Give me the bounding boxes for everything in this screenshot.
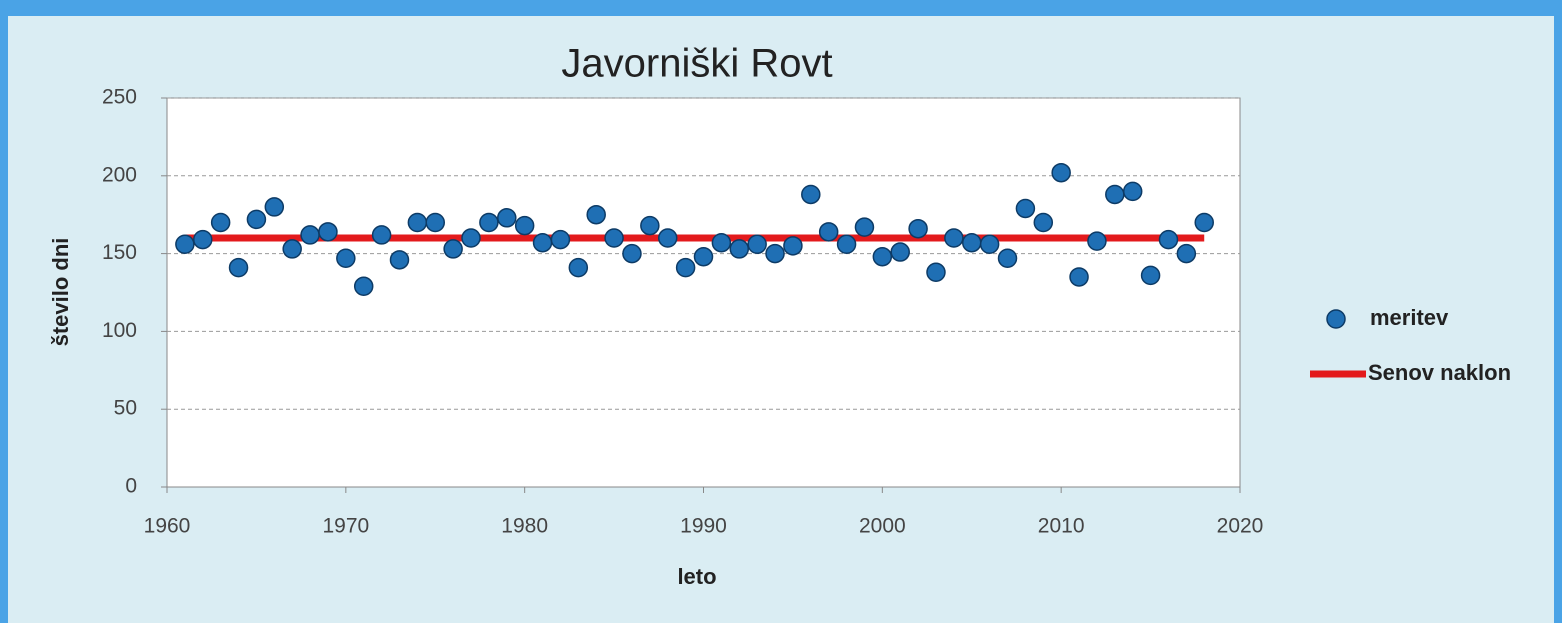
data-point <box>443 239 463 259</box>
data-point <box>711 232 732 253</box>
y-tick-label: 200 <box>102 163 137 186</box>
data-point <box>479 212 499 233</box>
data-point <box>1122 181 1143 202</box>
data-point <box>872 246 893 267</box>
chart-title: Javorniški Rovt <box>561 42 832 86</box>
data-point <box>497 208 517 228</box>
data-point <box>1194 212 1214 233</box>
data-point <box>228 257 249 278</box>
x-tick-label: 1980 <box>501 515 548 538</box>
data-point <box>1176 243 1197 264</box>
data-point <box>425 212 445 233</box>
data-point <box>908 218 928 239</box>
data-point <box>1015 198 1036 219</box>
data-point <box>729 239 750 259</box>
data-point <box>175 234 195 255</box>
data-point <box>264 197 285 217</box>
x-tick-label: 2020 <box>1217 515 1264 538</box>
x-axis-title: leto <box>677 564 716 589</box>
legend-label: Senov naklon <box>1368 360 1511 385</box>
data-point <box>890 242 910 262</box>
data-point <box>818 222 839 242</box>
data-point <box>246 209 267 230</box>
data-point <box>407 212 428 233</box>
data-point <box>765 243 785 264</box>
data-point <box>854 217 875 237</box>
data-point <box>640 215 660 236</box>
plot-area <box>166 97 1241 488</box>
data-point <box>371 225 392 245</box>
data-point <box>604 228 624 248</box>
data-point <box>210 212 231 233</box>
y-tick-label: 0 <box>125 475 137 498</box>
y-tick-label: 100 <box>102 319 137 342</box>
y-tick-label: 50 <box>114 397 137 420</box>
x-tick-label: 2000 <box>859 515 906 538</box>
data-point <box>282 239 302 259</box>
legend-swatch <box>1326 309 1346 329</box>
data-point <box>1033 212 1054 233</box>
data-point <box>962 232 982 253</box>
data-point <box>461 228 481 248</box>
x-tick-label: 1960 <box>144 515 191 538</box>
data-point <box>747 234 767 255</box>
data-point <box>1105 184 1125 205</box>
data-point <box>926 262 946 283</box>
data-point <box>1087 231 1107 251</box>
data-point <box>944 228 964 248</box>
legend-label: meritev <box>1370 305 1449 330</box>
y-tick-label: 150 <box>102 241 137 264</box>
data-point <box>514 215 535 236</box>
data-point <box>586 204 606 225</box>
data-point <box>389 250 410 270</box>
x-tick-label: 1970 <box>322 515 369 538</box>
data-point <box>1158 229 1179 250</box>
data-point <box>622 243 642 264</box>
x-tick-label: 1990 <box>680 515 727 538</box>
data-point <box>1140 265 1161 286</box>
data-point <box>193 229 213 250</box>
data-point <box>693 246 714 267</box>
data-point <box>336 248 356 269</box>
data-point <box>801 184 821 205</box>
data-point <box>353 276 374 297</box>
data-point <box>300 225 320 245</box>
x-tick-label: 2010 <box>1038 515 1085 538</box>
data-point <box>979 234 1000 255</box>
data-point <box>550 229 571 250</box>
data-point <box>318 222 338 242</box>
y-axis-title: število dni <box>48 238 73 347</box>
data-point <box>657 228 678 248</box>
data-point <box>675 257 696 278</box>
data-point <box>783 236 803 256</box>
y-tick-label: 250 <box>102 86 137 109</box>
data-point <box>836 234 857 255</box>
data-point <box>1051 162 1071 183</box>
data-point <box>1069 267 1089 287</box>
data-point <box>532 232 553 253</box>
data-point <box>568 257 589 278</box>
data-point <box>997 248 1018 269</box>
